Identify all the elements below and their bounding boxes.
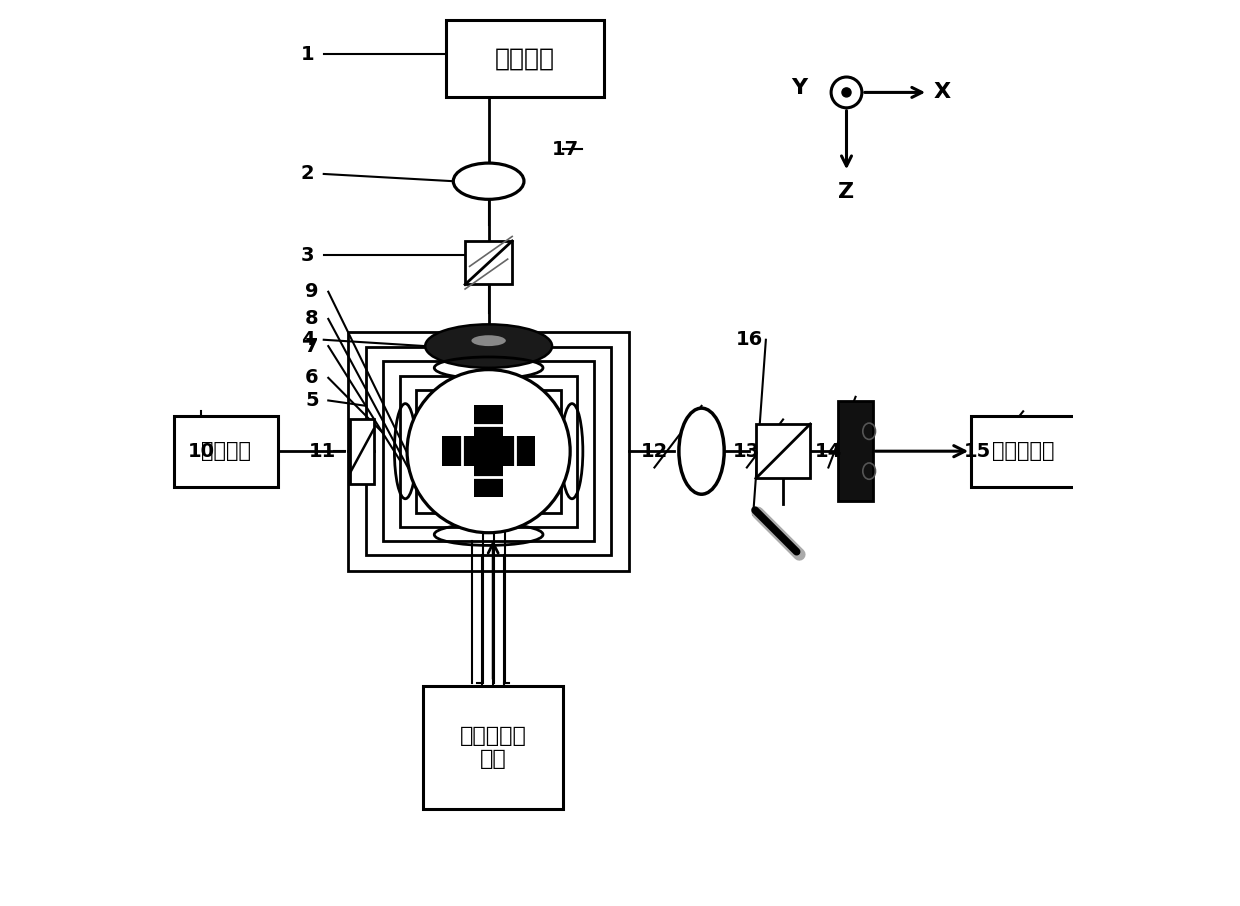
Bar bbox=[463, 425, 515, 477]
Text: 函数信号发
生器: 函数信号发 生器 bbox=[460, 726, 527, 769]
Bar bbox=[756, 424, 810, 478]
Text: 9: 9 bbox=[305, 283, 319, 301]
Text: 数据采集卡: 数据采集卡 bbox=[992, 441, 1054, 461]
Text: 3: 3 bbox=[300, 246, 314, 265]
Bar bbox=[348, 332, 629, 571]
Circle shape bbox=[831, 77, 862, 108]
Bar bbox=[838, 401, 873, 501]
Bar bbox=[423, 687, 563, 809]
Circle shape bbox=[407, 370, 570, 533]
Bar bbox=[174, 416, 278, 487]
Bar bbox=[433, 404, 544, 498]
Bar bbox=[474, 405, 503, 497]
Text: 2: 2 bbox=[300, 165, 314, 183]
Text: 5: 5 bbox=[305, 391, 319, 410]
Text: 11: 11 bbox=[309, 442, 336, 460]
Ellipse shape bbox=[471, 335, 506, 346]
Text: 7: 7 bbox=[305, 337, 319, 355]
Ellipse shape bbox=[425, 324, 552, 368]
Text: X: X bbox=[934, 82, 951, 102]
Text: 15: 15 bbox=[965, 442, 992, 460]
Text: Y: Y bbox=[791, 78, 807, 98]
Bar bbox=[399, 376, 578, 526]
Text: 12: 12 bbox=[641, 442, 668, 460]
Text: 14: 14 bbox=[815, 442, 842, 460]
Ellipse shape bbox=[678, 408, 724, 495]
Bar bbox=[443, 437, 534, 466]
Bar bbox=[366, 347, 611, 555]
Text: 10: 10 bbox=[188, 442, 215, 460]
Text: 17: 17 bbox=[552, 140, 579, 159]
Text: Z: Z bbox=[838, 182, 854, 202]
Text: 8: 8 bbox=[305, 310, 319, 328]
Text: 4: 4 bbox=[300, 331, 314, 349]
Text: 抽运激光: 抽运激光 bbox=[495, 47, 554, 71]
Text: 1: 1 bbox=[300, 45, 314, 63]
Bar bbox=[350, 419, 373, 484]
Bar bbox=[971, 416, 1075, 487]
Text: 13: 13 bbox=[733, 442, 760, 460]
Text: 16: 16 bbox=[735, 331, 763, 349]
Bar bbox=[383, 361, 594, 541]
Bar bbox=[417, 390, 562, 513]
Ellipse shape bbox=[454, 163, 525, 199]
Bar bbox=[465, 241, 512, 284]
Bar bbox=[445, 20, 604, 97]
Circle shape bbox=[842, 88, 851, 97]
Text: 检测激光: 检测激光 bbox=[201, 441, 250, 461]
Text: 6: 6 bbox=[305, 369, 319, 387]
